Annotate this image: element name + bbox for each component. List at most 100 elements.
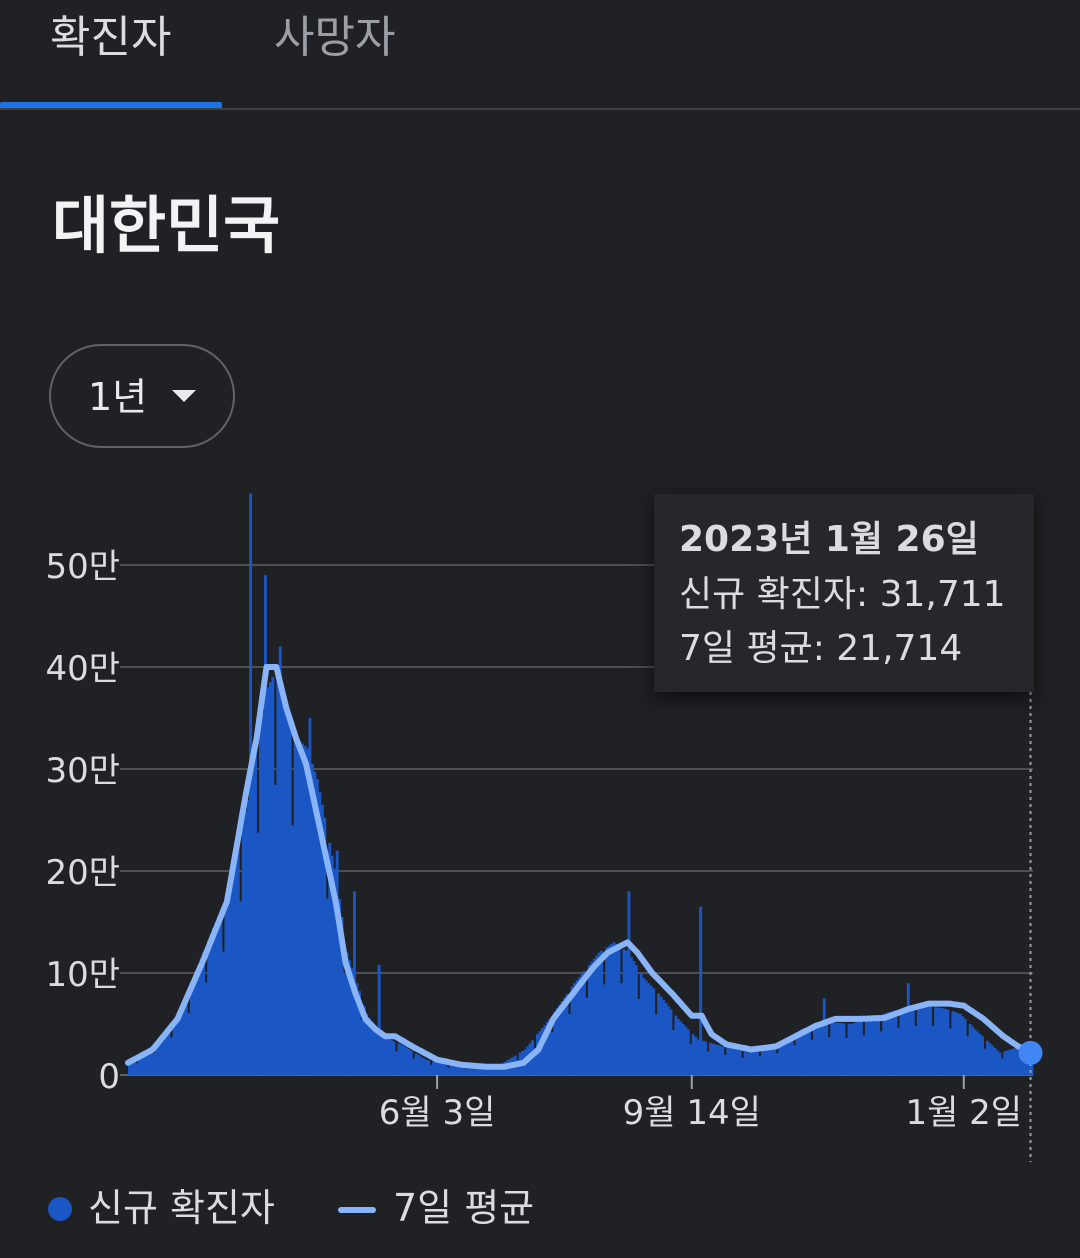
region-title: 대한민국 bbox=[52, 189, 281, 262]
case-bar bbox=[323, 817, 327, 1075]
case-bar bbox=[350, 967, 354, 1075]
case-bar bbox=[684, 1026, 688, 1075]
case-bar bbox=[313, 771, 317, 1075]
case-bar bbox=[449, 1064, 453, 1075]
case-bar bbox=[234, 856, 238, 1075]
case-bar bbox=[854, 1022, 858, 1075]
case-bar bbox=[842, 1023, 846, 1075]
case-bar bbox=[993, 1047, 997, 1075]
case-bar bbox=[573, 983, 576, 1075]
case-bar bbox=[649, 985, 653, 1075]
chart-legend: 신규 확진자 7일 평균 bbox=[0, 1180, 1080, 1240]
case-bar bbox=[177, 1013, 181, 1075]
case-bar bbox=[783, 1039, 787, 1075]
case-bar bbox=[800, 1029, 804, 1075]
case-bar bbox=[716, 1045, 720, 1075]
case-bar bbox=[595, 955, 599, 1075]
case-bar bbox=[830, 1022, 834, 1075]
case-bar bbox=[723, 1054, 727, 1075]
case-bar bbox=[612, 942, 616, 1075]
case-bar bbox=[563, 997, 567, 1075]
case-bar bbox=[140, 1054, 144, 1075]
case-bar bbox=[904, 1008, 908, 1075]
case-bar bbox=[155, 1041, 159, 1075]
case-bar bbox=[538, 1031, 542, 1075]
case-bar bbox=[568, 1014, 572, 1075]
case-bar bbox=[714, 1044, 717, 1075]
case-bar bbox=[659, 996, 663, 1075]
case-bar bbox=[803, 1028, 806, 1075]
case-bar bbox=[533, 1047, 537, 1075]
case-bar bbox=[644, 980, 648, 1075]
case-bar bbox=[422, 1058, 426, 1075]
case-bar bbox=[988, 1043, 992, 1075]
case-bar bbox=[404, 1047, 408, 1075]
case-bar bbox=[283, 705, 287, 1075]
case-bar bbox=[602, 984, 606, 1075]
case-bar bbox=[385, 1037, 389, 1075]
case-bar bbox=[936, 1007, 940, 1075]
case-bar bbox=[555, 1008, 559, 1075]
case-bar bbox=[281, 692, 285, 1075]
case-bar bbox=[137, 1056, 141, 1075]
case-bar bbox=[753, 1050, 757, 1075]
case-bar bbox=[217, 915, 220, 1075]
case-bar bbox=[184, 995, 188, 1075]
case-bar bbox=[427, 1060, 431, 1075]
case-bar bbox=[407, 1048, 411, 1075]
case-bar bbox=[382, 1035, 386, 1075]
cases-chart[interactable]: 0 10만 20만 30만 40만 50만 6월 3일 9월 14일 1월 2일 bbox=[0, 470, 1080, 1170]
case-bar bbox=[476, 1066, 480, 1075]
case-bar bbox=[387, 1039, 391, 1075]
case-bar bbox=[770, 1045, 774, 1075]
case-bar bbox=[743, 1051, 747, 1075]
case-bar bbox=[837, 1022, 841, 1075]
case-bar bbox=[879, 1031, 883, 1075]
legend-average-label: 7일 평균 bbox=[393, 1186, 535, 1230]
case-bar bbox=[179, 1007, 183, 1075]
case-bar bbox=[263, 575, 267, 1075]
case-bar bbox=[1003, 1051, 1007, 1075]
y-tick-label-5: 50만 bbox=[45, 547, 120, 587]
case-bar bbox=[459, 1065, 463, 1075]
case-bar bbox=[674, 1015, 678, 1075]
case-bar bbox=[971, 1026, 975, 1075]
case-bar bbox=[399, 1044, 403, 1075]
case-bar bbox=[310, 763, 314, 1075]
case-bar bbox=[204, 982, 208, 1075]
case-bar bbox=[701, 1040, 705, 1075]
case-bar bbox=[296, 738, 300, 1075]
case-bar bbox=[130, 1062, 134, 1075]
case-bar bbox=[464, 1068, 468, 1075]
case-bar bbox=[226, 891, 230, 1075]
case-bar bbox=[471, 1066, 475, 1075]
case-bar bbox=[419, 1056, 423, 1075]
case-bar bbox=[600, 950, 604, 1075]
case-bar bbox=[652, 988, 656, 1075]
case-bar bbox=[189, 983, 193, 1075]
case-bar bbox=[402, 1045, 406, 1075]
case-bar bbox=[788, 1036, 792, 1075]
case-bar bbox=[152, 1052, 156, 1075]
case-bar bbox=[632, 961, 636, 1075]
case-bar bbox=[132, 1060, 136, 1075]
tab-confirmed-cases[interactable]: 확진자 bbox=[50, 12, 172, 63]
case-bar bbox=[874, 1015, 878, 1075]
case-bar bbox=[820, 1023, 824, 1075]
period-dropdown[interactable]: 1년 bbox=[49, 344, 235, 448]
case-bar bbox=[726, 1047, 730, 1075]
case-bar bbox=[845, 1037, 848, 1075]
case-bar bbox=[793, 1045, 797, 1075]
case-bar bbox=[976, 1031, 980, 1075]
case-bar bbox=[654, 1014, 658, 1075]
case-bar bbox=[142, 1052, 146, 1075]
tab-deaths[interactable]: 사망자 bbox=[274, 12, 396, 63]
active-tab-indicator bbox=[0, 102, 222, 109]
case-bar bbox=[676, 1018, 680, 1075]
case-bar bbox=[550, 1032, 554, 1075]
case-bar bbox=[657, 993, 661, 1075]
case-bar bbox=[340, 916, 344, 1075]
case-bar bbox=[236, 845, 240, 1075]
case-bar bbox=[780, 1041, 784, 1075]
case-bar bbox=[256, 832, 260, 1075]
